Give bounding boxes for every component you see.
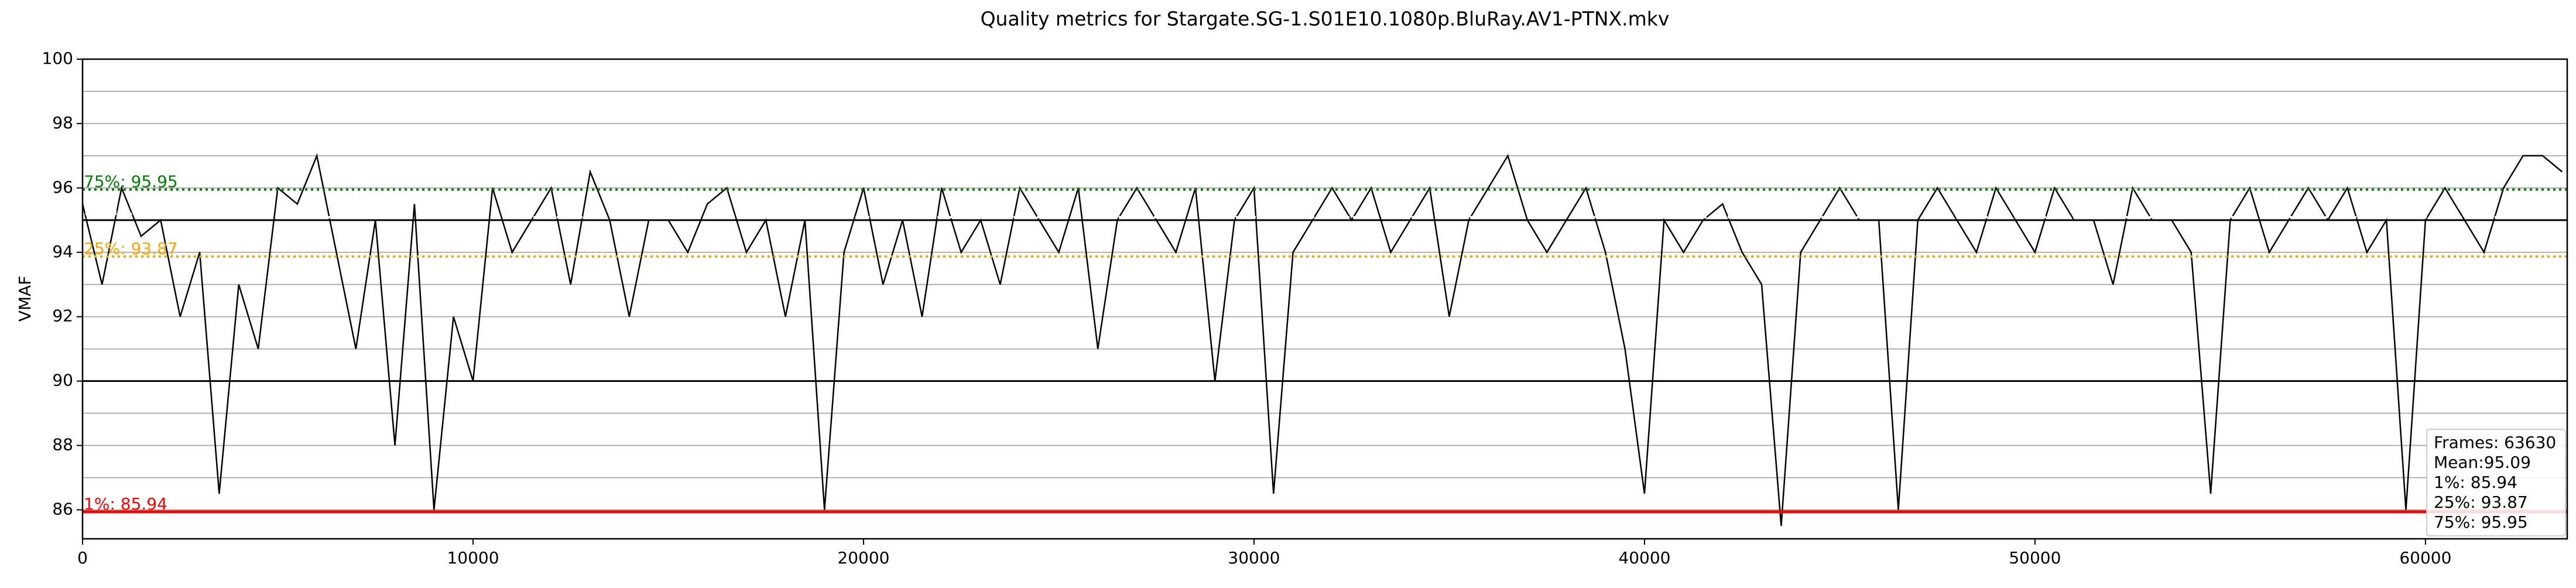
x-tick-label: 10000: [447, 548, 499, 568]
y-tick-label: 92: [52, 306, 73, 326]
y-tick-label: 88: [52, 435, 73, 454]
y-axis-label: VMAF: [15, 276, 35, 322]
x-tick-label: 20000: [837, 548, 889, 568]
stats-box: [2426, 429, 2566, 536]
x-tick-label: 50000: [2009, 548, 2061, 568]
stats-line: Mean:95.09: [2434, 453, 2531, 472]
chart-title: Quality metrics for Stargate.SG-1.S01E10…: [981, 8, 1670, 30]
stats-line: 1%: 85.94: [2434, 473, 2517, 492]
reference-label: 25%: 93.87: [84, 239, 178, 258]
stats-line: 25%: 93.87: [2434, 493, 2528, 512]
x-tick-label: 40000: [1618, 548, 1670, 568]
x-tick-label: 0: [77, 548, 88, 568]
stats-line: Frames: 63630: [2434, 433, 2556, 452]
y-tick-label: 86: [52, 500, 73, 519]
y-tick-label: 98: [52, 113, 73, 132]
y-tick-label: 100: [42, 49, 73, 68]
y-tick-label: 96: [52, 177, 73, 197]
vmaf-line: [81, 153, 2563, 527]
x-tick-label: 30000: [1228, 548, 1280, 568]
stats-line: 75%: 95.95: [2434, 512, 2528, 532]
reference-label: 1%: 85.94: [84, 494, 167, 514]
x-tick-label: 60000: [2399, 548, 2451, 568]
y-tick-label: 90: [52, 371, 73, 390]
reference-label: Mean: 95.09: [84, 200, 186, 219]
reference-label: 75%: 95.95: [84, 172, 178, 192]
plot-frame: [81, 58, 2568, 540]
y-tick-label: 94: [52, 242, 73, 261]
